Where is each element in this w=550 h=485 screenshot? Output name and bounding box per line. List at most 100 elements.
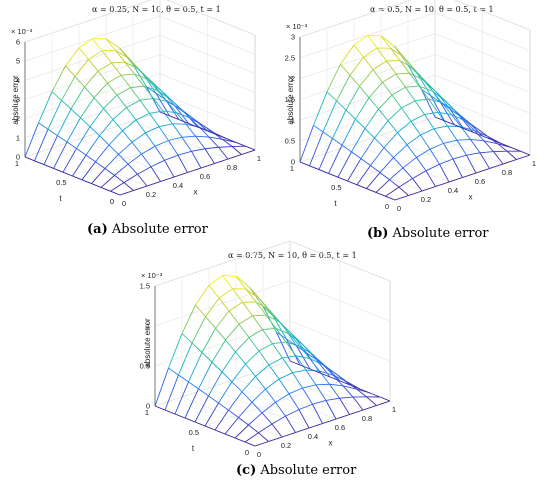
surface-mesh-line bbox=[506, 150, 517, 160]
surface-mesh-line bbox=[289, 333, 300, 347]
surface-mesh-line bbox=[329, 383, 340, 399]
t-tick-label: 0 bbox=[110, 197, 114, 206]
surface-mesh-line bbox=[158, 123, 173, 128]
surface-mesh-line bbox=[501, 143, 512, 148]
x-tick-label: 1 bbox=[392, 405, 396, 414]
surface-mesh-line bbox=[342, 385, 357, 390]
surface-mesh-line bbox=[353, 34, 368, 46]
surface-mesh-line bbox=[126, 107, 137, 121]
surface-mesh-line bbox=[401, 107, 412, 122]
surface-mesh-line bbox=[241, 149, 256, 155]
surface-mesh-line bbox=[335, 414, 350, 420]
surface-mesh-line bbox=[235, 337, 250, 353]
surface-mesh-line bbox=[153, 97, 168, 102]
surface-mesh-line bbox=[242, 301, 253, 317]
surface-mesh-line bbox=[345, 86, 360, 111]
surface-mesh-line bbox=[80, 97, 95, 119]
surface-mesh-line bbox=[143, 85, 154, 99]
surface-mesh-line bbox=[114, 175, 125, 183]
surface-mesh-line bbox=[61, 99, 72, 110]
surface-mesh-line bbox=[43, 164, 54, 169]
surface-mesh-line bbox=[107, 74, 122, 84]
grid-line bbox=[24, 0, 152, 43]
surface-mesh-line bbox=[410, 121, 421, 136]
exponent-label: × 10⁻³ bbox=[141, 271, 163, 280]
surface-mesh-line bbox=[432, 90, 443, 104]
surface-mesh-line bbox=[452, 158, 463, 178]
surface-mesh-line bbox=[295, 427, 310, 433]
surface-mesh-line bbox=[218, 381, 233, 404]
surface-mesh-line bbox=[24, 122, 39, 158]
surface-mesh-line bbox=[336, 100, 347, 111]
z-tick-label: 3 bbox=[16, 95, 20, 104]
x-tick-label: 0 bbox=[257, 450, 261, 459]
t-tick-label: 0.5 bbox=[331, 183, 341, 192]
surface-mesh-line bbox=[184, 388, 199, 419]
surface-mesh-line bbox=[191, 316, 206, 344]
surface-mesh-line bbox=[208, 136, 219, 148]
surface-mesh-line bbox=[174, 105, 185, 113]
grid-line bbox=[154, 320, 291, 367]
surface-mesh-line bbox=[197, 126, 208, 132]
surface-mesh-line bbox=[151, 81, 162, 92]
surface-mesh-line bbox=[92, 38, 103, 51]
z-tick-label: 0 bbox=[146, 402, 150, 411]
surface-mesh-line bbox=[394, 45, 405, 58]
surface-mesh-line bbox=[355, 97, 370, 120]
surface-mesh-line bbox=[204, 146, 219, 150]
surface-mesh-line bbox=[363, 56, 374, 70]
surface-mesh-line bbox=[437, 111, 452, 116]
surface-mesh-line bbox=[364, 108, 379, 129]
surface-mesh-line bbox=[104, 168, 115, 176]
surface-mesh-line bbox=[208, 285, 220, 299]
z-tick-label: 2.5 bbox=[285, 53, 295, 62]
surface-mesh-line bbox=[38, 91, 53, 124]
surface-mesh-line bbox=[332, 374, 347, 382]
surface-mesh-line bbox=[378, 94, 393, 110]
surface-mesh-line bbox=[66, 117, 81, 143]
surface-mesh-line bbox=[332, 109, 347, 139]
surface-mesh-line bbox=[369, 392, 381, 398]
t-tick-label: 1 bbox=[15, 159, 19, 168]
z-tick-label: 2 bbox=[16, 114, 20, 123]
surface-mesh-line bbox=[97, 70, 108, 84]
surface-mesh-line bbox=[418, 85, 429, 100]
surface-mesh-line bbox=[356, 184, 367, 190]
surface-mesh-line bbox=[313, 124, 324, 133]
surface-mesh-line bbox=[235, 351, 246, 365]
surface-mesh-line bbox=[326, 91, 337, 102]
surface-mesh-line bbox=[80, 117, 91, 128]
surface-mesh-line bbox=[146, 86, 157, 94]
surface-mesh-line bbox=[349, 409, 364, 415]
surface-mesh-line bbox=[478, 129, 489, 137]
surface-mesh-line bbox=[298, 403, 313, 410]
surface-mesh-line bbox=[319, 372, 331, 378]
grid-line bbox=[204, 380, 341, 427]
surface-mesh-line bbox=[353, 44, 364, 58]
surface-mesh-line bbox=[165, 99, 176, 107]
t-axis-label: t bbox=[334, 199, 337, 208]
surface-mesh-line bbox=[99, 135, 110, 146]
surface-mesh-line bbox=[435, 181, 450, 187]
surface-mesh-line bbox=[88, 59, 99, 72]
surface-mesh-line bbox=[493, 151, 504, 165]
surface-mesh-line bbox=[434, 116, 445, 122]
surface-mesh-line bbox=[326, 366, 337, 375]
z-tick-label: 0.5 bbox=[285, 137, 295, 146]
z-axis-label: absolute error bbox=[286, 75, 295, 125]
surface-mesh-line bbox=[131, 132, 146, 143]
surface-mesh-line bbox=[282, 357, 293, 373]
surface-mesh-line bbox=[128, 58, 139, 70]
grid-line bbox=[154, 280, 291, 327]
surface-mesh-line bbox=[222, 275, 233, 290]
surface-mesh-line bbox=[393, 157, 404, 169]
surface-mesh-line bbox=[399, 60, 410, 74]
surface-mesh-line bbox=[112, 119, 123, 132]
surface-mesh-line bbox=[81, 161, 96, 181]
surface-mesh-line bbox=[168, 333, 183, 369]
surface-mesh-line bbox=[174, 381, 189, 415]
surface-mesh-line bbox=[181, 136, 192, 152]
surface-mesh-line bbox=[122, 119, 137, 132]
surface-mesh-line bbox=[356, 165, 371, 186]
axis-edge bbox=[24, 0, 152, 43]
